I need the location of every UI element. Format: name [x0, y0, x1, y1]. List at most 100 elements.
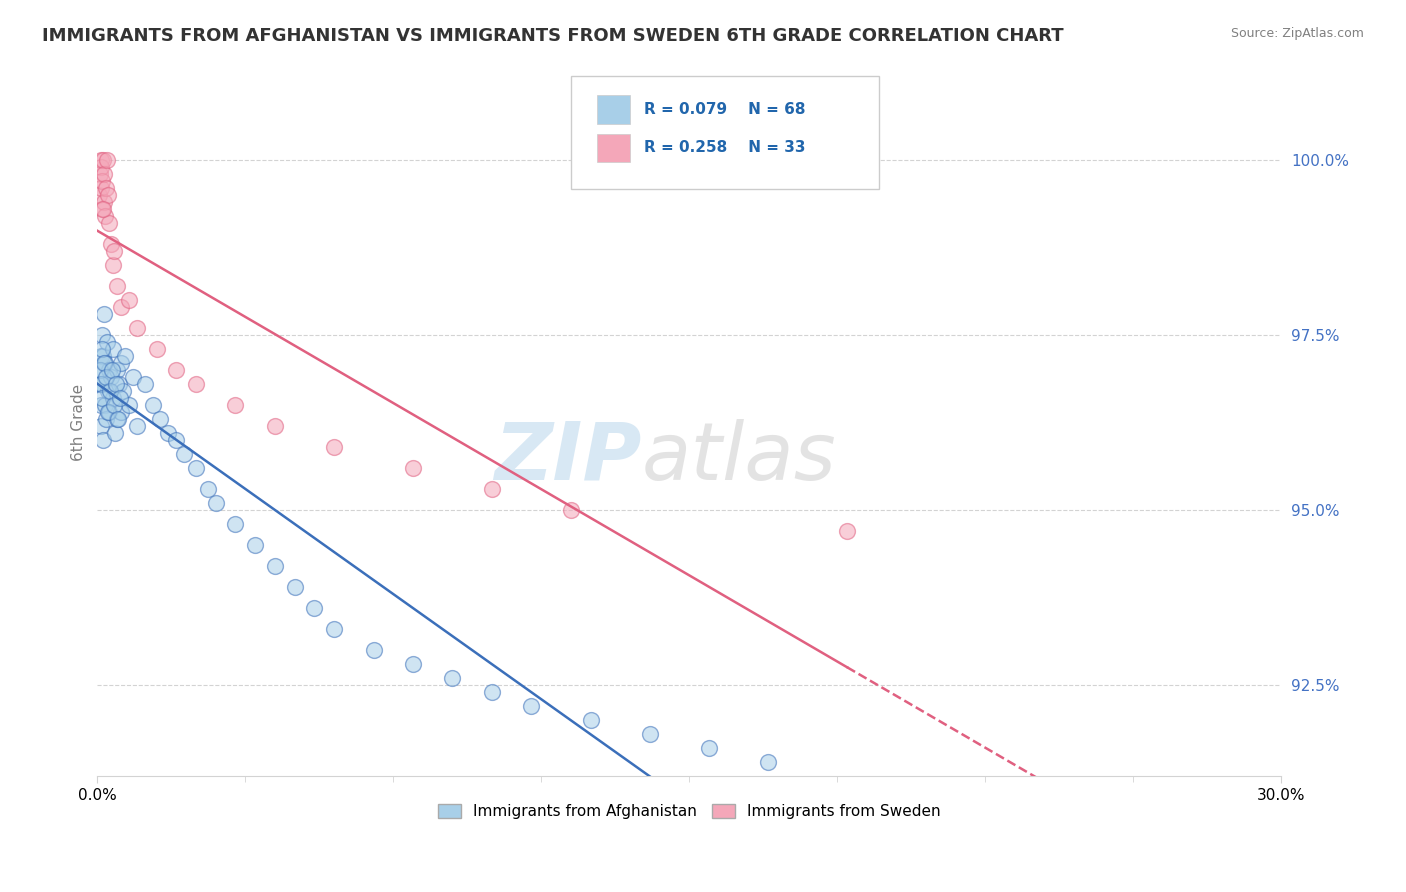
Text: IMMIGRANTS FROM AFGHANISTAN VS IMMIGRANTS FROM SWEDEN 6TH GRADE CORRELATION CHAR: IMMIGRANTS FROM AFGHANISTAN VS IMMIGRANT… — [42, 27, 1064, 45]
Point — [105, 412, 128, 426]
Point — [157, 425, 180, 440]
Point — [134, 376, 156, 391]
Point — [98, 363, 121, 377]
Point — [441, 671, 464, 685]
Point — [173, 447, 195, 461]
Point — [104, 425, 127, 440]
Point — [89, 376, 111, 391]
Point — [90, 342, 112, 356]
Y-axis label: 6th Grade: 6th Grade — [72, 384, 86, 461]
Point — [481, 482, 503, 496]
Point — [224, 516, 246, 531]
Point — [638, 727, 661, 741]
Point — [90, 376, 112, 391]
Point — [97, 405, 120, 419]
Point — [96, 153, 118, 167]
Point — [89, 153, 111, 167]
Point — [94, 356, 117, 370]
Point — [89, 167, 111, 181]
Point — [101, 342, 124, 356]
Point — [835, 524, 858, 538]
Point — [125, 418, 148, 433]
Point — [93, 356, 115, 370]
Point — [197, 482, 219, 496]
Point — [100, 236, 122, 251]
Point — [91, 327, 114, 342]
Point — [111, 384, 134, 398]
Point — [90, 160, 112, 174]
Point — [93, 194, 115, 209]
Point — [204, 496, 226, 510]
Point — [89, 187, 111, 202]
Point — [93, 307, 115, 321]
Point — [89, 398, 111, 412]
Point — [560, 503, 582, 517]
Point — [105, 278, 128, 293]
Point — [91, 202, 114, 216]
Point — [90, 180, 112, 194]
Point — [142, 398, 165, 412]
Point — [110, 300, 132, 314]
Text: ZIP: ZIP — [495, 418, 643, 497]
Point — [94, 209, 117, 223]
Point — [184, 461, 207, 475]
Point — [756, 755, 779, 769]
Point — [105, 363, 128, 377]
Text: atlas: atlas — [643, 418, 837, 497]
Point — [91, 433, 114, 447]
Point — [101, 258, 124, 272]
Point — [94, 180, 117, 194]
Point — [323, 622, 346, 636]
Point — [323, 440, 346, 454]
Point — [184, 376, 207, 391]
Point — [304, 601, 326, 615]
Point — [98, 384, 121, 398]
Point — [107, 412, 129, 426]
Point — [363, 643, 385, 657]
Point — [97, 187, 120, 202]
Point — [101, 363, 124, 377]
Point — [91, 376, 114, 391]
Point — [110, 391, 132, 405]
Point — [243, 538, 266, 552]
Point — [94, 398, 117, 412]
Point — [98, 216, 121, 230]
Point — [96, 334, 118, 349]
Point — [91, 153, 114, 167]
Point — [402, 461, 425, 475]
Text: R = 0.258    N = 33: R = 0.258 N = 33 — [644, 140, 806, 155]
Point — [145, 342, 167, 356]
Text: Source: ZipAtlas.com: Source: ZipAtlas.com — [1230, 27, 1364, 40]
Point — [149, 412, 172, 426]
Point — [481, 685, 503, 699]
Point — [520, 699, 543, 714]
Point — [697, 741, 720, 756]
Point — [110, 405, 132, 419]
FancyBboxPatch shape — [598, 134, 630, 162]
Point — [108, 376, 131, 391]
Point — [402, 657, 425, 671]
Point — [110, 356, 132, 370]
Point — [89, 349, 111, 363]
Point — [90, 363, 112, 377]
Point — [98, 405, 121, 419]
Point — [284, 580, 307, 594]
Point — [96, 369, 118, 384]
FancyBboxPatch shape — [598, 95, 630, 124]
Point — [101, 391, 124, 405]
Point — [165, 433, 187, 447]
Legend: Immigrants from Afghanistan, Immigrants from Sweden: Immigrants from Afghanistan, Immigrants … — [432, 797, 946, 825]
Point — [91, 202, 114, 216]
Text: R = 0.079    N = 68: R = 0.079 N = 68 — [644, 102, 806, 117]
Point — [165, 363, 187, 377]
Point — [91, 391, 114, 405]
Point — [89, 363, 111, 377]
Point — [105, 376, 128, 391]
FancyBboxPatch shape — [571, 76, 879, 189]
Point — [118, 398, 141, 412]
Point — [114, 349, 136, 363]
Point — [91, 349, 114, 363]
Point — [579, 713, 602, 727]
Point — [90, 418, 112, 433]
Point — [93, 167, 115, 181]
